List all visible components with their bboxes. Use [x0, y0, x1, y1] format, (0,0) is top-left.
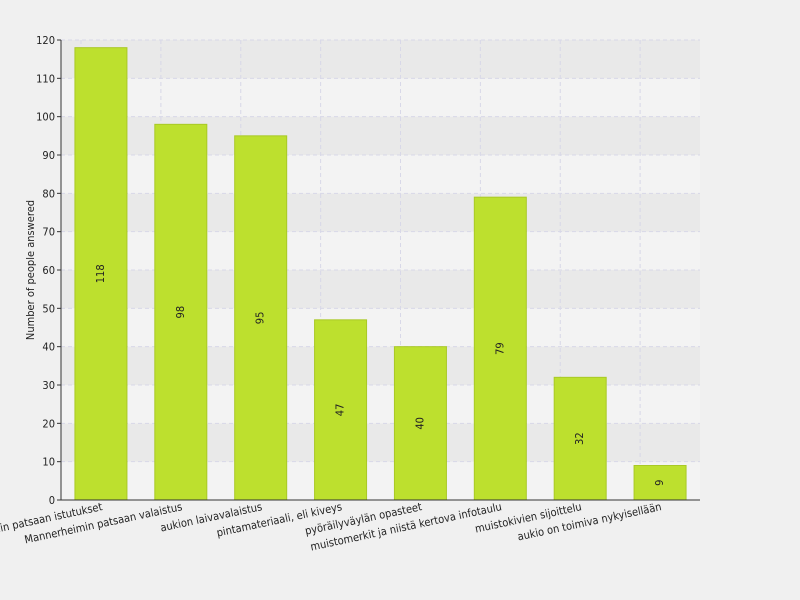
- y-tick-label: 20: [42, 417, 55, 430]
- y-tick-label: 120: [36, 34, 55, 47]
- y-tick-labels: 0 10 20 30 40 50 60 70 80 90 100 110 120: [36, 34, 55, 507]
- y-tick-label: 80: [42, 187, 55, 200]
- grid-band: [61, 78, 700, 117]
- y-tick-label: 40: [42, 341, 55, 354]
- bar: [393, 346, 447, 501]
- data-label: 32: [573, 432, 586, 445]
- data-label: 9: [653, 480, 666, 486]
- y-tick-label: 90: [42, 149, 55, 162]
- y-tick-label: 110: [36, 72, 55, 85]
- bar: [154, 123, 208, 501]
- bar: [553, 376, 607, 501]
- bars: [74, 47, 687, 501]
- y-tick-label: 10: [42, 456, 55, 469]
- data-labels: 118 98 95 47 40 79 32 9: [94, 264, 666, 486]
- y-axis-title: Number of people answered: [24, 200, 37, 340]
- data-label: 95: [254, 312, 267, 325]
- y-tick-label: 0: [49, 494, 55, 507]
- data-label: 79: [493, 342, 506, 355]
- y-tick-label: 50: [42, 302, 55, 315]
- data-label: 118: [94, 264, 107, 283]
- bar: [234, 135, 288, 501]
- bar: [473, 196, 527, 501]
- y-tick-label: 70: [42, 226, 55, 239]
- y-tick-label: 30: [42, 379, 55, 392]
- x-category-labels: Mannerheimin patsaan istutuksetMannerhei…: [0, 500, 663, 553]
- data-label: 40: [413, 417, 426, 430]
- data-label: 47: [334, 404, 347, 417]
- y-tick-label: 60: [42, 264, 55, 277]
- axes: [57, 39, 700, 501]
- data-label: 98: [174, 306, 187, 319]
- bar: [74, 47, 128, 501]
- grid-band: [61, 40, 700, 79]
- bar: [314, 319, 368, 501]
- y-tick-label: 100: [36, 111, 55, 124]
